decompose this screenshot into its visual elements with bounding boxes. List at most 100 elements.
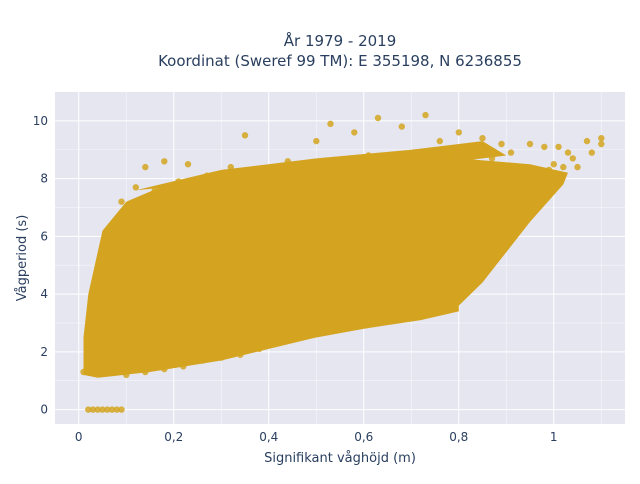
data-point — [431, 305, 439, 312]
data-point — [237, 351, 244, 358]
data-point — [412, 264, 420, 272]
data-point — [94, 406, 102, 413]
data-point — [113, 337, 121, 344]
data-point — [545, 166, 553, 174]
data-point — [313, 227, 320, 234]
data-point — [265, 279, 272, 286]
data-point — [455, 129, 462, 136]
data-point — [142, 293, 149, 301]
data-point — [241, 132, 249, 139]
data-point — [99, 365, 106, 373]
x-tick-label: 0,4 — [259, 430, 278, 444]
data-point — [370, 316, 377, 324]
data-point — [156, 276, 163, 283]
data-point — [184, 161, 192, 168]
data-point — [165, 210, 173, 217]
data-point — [507, 149, 515, 156]
data-point — [583, 137, 591, 145]
data-point — [151, 187, 158, 194]
data-point — [398, 198, 405, 205]
data-point — [170, 331, 177, 338]
chart-title: År 1979 - 2019 — [284, 31, 397, 50]
data-point — [393, 253, 401, 260]
data-point — [203, 172, 211, 179]
data-point — [237, 288, 244, 295]
data-point — [327, 120, 334, 128]
data-point — [256, 302, 263, 309]
data-point — [422, 224, 429, 231]
y-tick-label: 2 — [40, 345, 48, 359]
data-point — [289, 210, 296, 217]
data-point — [123, 371, 130, 379]
y-tick-label: 10 — [33, 114, 48, 128]
data-point — [108, 360, 116, 367]
data-point — [474, 178, 481, 185]
data-point — [560, 163, 567, 171]
data-point — [403, 230, 410, 237]
data-point — [479, 135, 486, 142]
data-point — [151, 337, 158, 344]
data-point — [80, 368, 87, 376]
data-point — [270, 187, 277, 194]
data-point — [541, 143, 548, 151]
data-point — [503, 184, 510, 191]
data-point — [89, 314, 97, 321]
data-point — [275, 296, 282, 304]
data-point — [512, 189, 519, 197]
point-cloud-upper-band — [135, 141, 507, 191]
data-point — [398, 123, 405, 130]
data-point — [427, 305, 434, 312]
x-tick-label: 0 — [75, 430, 83, 444]
data-point — [260, 169, 268, 176]
data-point — [113, 406, 121, 413]
data-point — [275, 340, 282, 347]
data-point — [564, 149, 572, 156]
data-point — [598, 135, 605, 142]
data-point — [146, 227, 154, 234]
data-point — [351, 129, 358, 136]
data-point — [189, 308, 196, 315]
data-point — [108, 221, 116, 228]
data-point — [99, 406, 106, 413]
data-point — [132, 184, 139, 191]
data-point — [469, 241, 477, 249]
data-point — [550, 161, 557, 168]
data-point — [588, 149, 595, 156]
data-point — [118, 406, 125, 413]
data-point — [351, 319, 358, 327]
x-tick-label: 0,2 — [164, 430, 183, 444]
data-point — [308, 250, 315, 257]
data-point — [284, 158, 291, 165]
data-point — [256, 345, 263, 353]
data-points — [80, 111, 605, 413]
data-point — [265, 221, 272, 228]
data-point — [493, 207, 500, 214]
data-point — [441, 201, 448, 208]
data-point — [218, 354, 225, 361]
point-cloud-main — [83, 158, 568, 378]
data-point — [208, 322, 215, 329]
y-axis-label: Vågperiod (s) — [15, 215, 30, 302]
data-point — [455, 187, 462, 194]
data-point — [85, 406, 92, 413]
data-point — [446, 227, 453, 234]
data-point — [294, 334, 301, 341]
data-point — [123, 357, 130, 364]
data-point — [142, 163, 149, 171]
data-point — [89, 345, 97, 353]
data-point — [374, 114, 382, 122]
data-point — [180, 285, 187, 292]
data-point — [336, 288, 344, 295]
data-point — [488, 155, 496, 162]
data-point — [317, 285, 325, 292]
data-point — [379, 221, 386, 228]
chart-subtitle: Koordinat (Sweref 99 TM): E 355198, N 62… — [158, 52, 522, 70]
data-point — [569, 155, 576, 162]
data-point — [365, 152, 372, 159]
data-point — [85, 363, 92, 370]
data-point — [484, 198, 491, 205]
data-point — [118, 198, 125, 205]
data-point — [218, 184, 225, 191]
